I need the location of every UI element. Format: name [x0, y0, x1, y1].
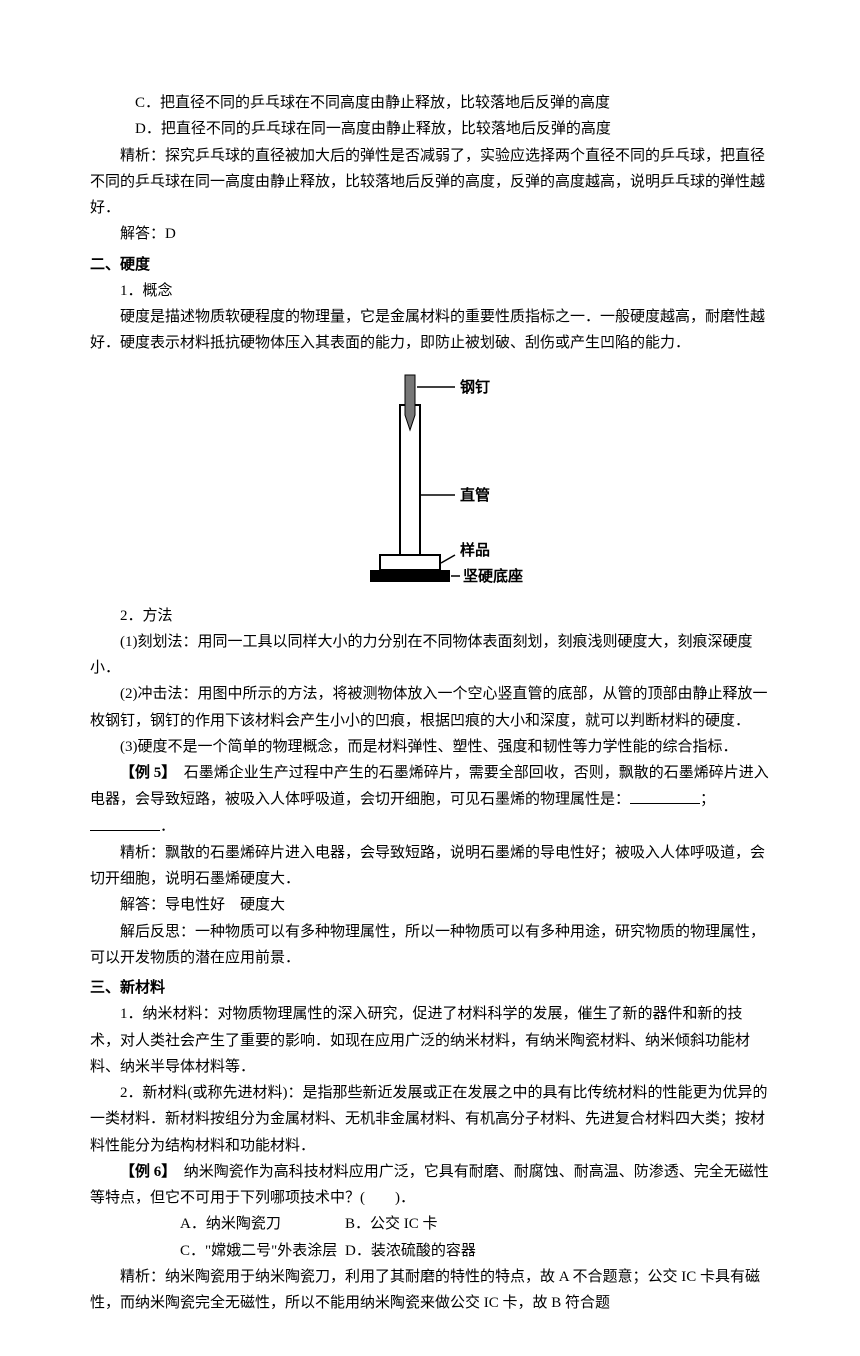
analysis-1: 精析：探究乒乓球的直径被加大后的弹性是否减弱了，实验应选择两个直径不同的乒乓球，… — [90, 143, 770, 222]
opt-d: D．装浓硫酸的容器 — [345, 1243, 476, 1259]
hardness-concept: 硬度是描述物质软硬程度的物理量，它是金属材料的重要性质指标之一．一般硬度越高，耐… — [90, 304, 770, 357]
method-1: (1)刻划法：用同一工具以同样大小的力分别在不同物体表面刻划，刻痕浅则硬度大，刻… — [90, 629, 770, 682]
reflect-5: 解后反思：一种物质可以有多种物理属性，所以一种物质可以有多种用途，研究物质的物理… — [90, 919, 770, 972]
opt-c: C．"嫦娥二号"外表涂层 — [135, 1238, 345, 1264]
analysis-5: 精析：飘散的石墨烯碎片进入电器，会导致短路，说明石墨烯的导电性好；被吸入人体呼吸… — [90, 840, 770, 893]
example-5-tail: ． — [160, 819, 175, 835]
option-d: D．把直径不同的乒乓球在同一高度由静止释放，比较落地后反弹的高度 — [90, 116, 770, 142]
label-tube: 直管 — [460, 486, 490, 504]
newmat-p2: 2．新材料(或称先进材料)：是指那些新近发展或正在发展之中的具有比传统材料的性能… — [90, 1080, 770, 1159]
blank-1 — [630, 786, 700, 804]
hardness-sub2: 2．方法 — [90, 603, 770, 629]
analysis-6: 精析：纳米陶瓷用于纳米陶瓷刀，利用了其耐磨的特性的特点，故 A 不合题意；公交 … — [90, 1264, 770, 1317]
label-nail: 钢钉 — [460, 378, 490, 396]
section-hardness-title: 二、硬度 — [90, 252, 770, 278]
opt-a: A．纳米陶瓷刀 — [135, 1211, 345, 1237]
example-5: 【例 5】 石墨烯企业生产过程中产生的石墨烯碎片，需要全部回收，否则，飘散的石墨… — [90, 760, 770, 840]
opt-b: B．公交 IC 卡 — [345, 1216, 438, 1232]
example-6: 【例 6】 纳米陶瓷作为高科技材料应用广泛，它具有耐磨、耐腐蚀、耐高温、防渗透、… — [90, 1159, 770, 1212]
label-sample: 样品 — [460, 541, 490, 559]
answer-1: 解答：D — [90, 221, 770, 247]
method-2: (2)冲击法：用图中所示的方法，将被测物体放入一个空心竖直管的底部，从管的顶部由… — [90, 681, 770, 734]
option-c: C．把直径不同的乒乓球在不同高度由静止释放，比较落地后反弹的高度 — [90, 90, 770, 116]
label-base: 坚硬底座 — [463, 567, 523, 585]
example-5-label: 【例 5】 — [120, 765, 169, 781]
newmat-p1: 1．纳米材料：对物质物理属性的深入研究，促进了材料科学的发展，催生了新的器件和新… — [90, 1001, 770, 1080]
option-row-2: C．"嫦娥二号"外表涂层D．装浓硫酸的容器 — [90, 1238, 770, 1264]
example-6-body: 纳米陶瓷作为高科技材料应用广泛，它具有耐磨、耐腐蚀、耐高温、防渗透、完全无磁性等… — [90, 1164, 769, 1206]
example-6-label: 【例 6】 — [120, 1164, 169, 1180]
option-row-1: A．纳米陶瓷刀B．公交 IC 卡 — [90, 1211, 770, 1237]
method-3: (3)硬度不是一个简单的物理概念，而是材料弹性、塑性、强度和韧性等力学性能的综合… — [90, 734, 770, 760]
section-newmat-title: 三、新材料 — [90, 975, 770, 1001]
hardness-figure: 钢钉 直管 样品 坚硬底座 — [90, 365, 770, 595]
blank-2 — [90, 813, 160, 831]
answer-5: 解答：导电性好 硬度大 — [90, 892, 770, 918]
hardness-sub1: 1．概念 — [90, 278, 770, 304]
